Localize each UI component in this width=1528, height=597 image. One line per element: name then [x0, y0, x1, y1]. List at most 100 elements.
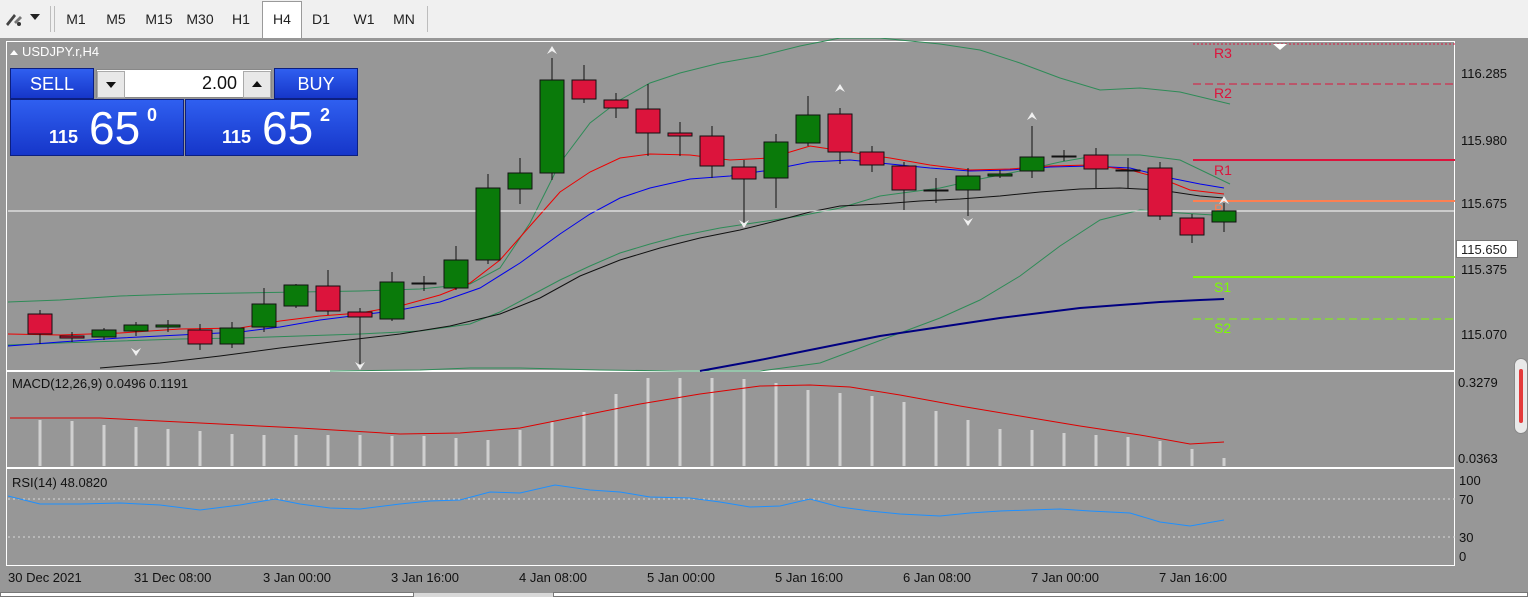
- macd-histogram-bar: [774, 383, 778, 466]
- bullish-candle: [507, 172, 533, 190]
- chart-tab[interactable]: [553, 592, 1528, 597]
- macd-histogram-bar: [486, 440, 490, 466]
- macd-histogram-bar: [390, 436, 394, 466]
- toolbar-separator: [427, 6, 428, 32]
- price-chart[interactable]: R3 R2 R1 P S1 S2: [0, 38, 1528, 597]
- vertical-scroll-handle[interactable]: [1514, 358, 1528, 434]
- drawing-tools-icon: [6, 14, 22, 26]
- fractal-up-arrow: [835, 84, 845, 92]
- one-click-trading-panel: SELL 2.00 BUY 115 65 0 115 65 2: [10, 68, 358, 156]
- macd-histogram-bar: [870, 396, 874, 466]
- lot-increase-button[interactable]: [243, 71, 271, 98]
- pivot-r1-label: R1: [1214, 162, 1232, 178]
- macd-histogram-bar: [1062, 433, 1066, 466]
- sell-button[interactable]: SELL: [10, 68, 94, 99]
- time-axis-label: 7 Jan 16:00: [1159, 570, 1227, 585]
- macd-histogram-bar: [38, 420, 42, 466]
- tab-timeframe-h1[interactable]: H1: [232, 11, 250, 27]
- bearish-candle: [59, 335, 85, 339]
- pivot-s1-label: S1: [1214, 279, 1231, 295]
- macd-histogram-bar: [518, 430, 522, 466]
- tab-timeframe-mn[interactable]: MN: [393, 11, 415, 27]
- bearish-candle: [187, 329, 213, 345]
- tab-timeframe-d1[interactable]: D1: [312, 11, 330, 27]
- bullish-candle: [123, 324, 149, 332]
- macd-histogram-bar: [614, 394, 618, 466]
- time-axis-label: 30 Dec 2021: [8, 570, 82, 585]
- bearish-candle: [923, 189, 949, 192]
- bearish-candle: [1083, 154, 1109, 170]
- macd-panel[interactable]: [6, 371, 1455, 468]
- macd-indicator: [10, 378, 1226, 466]
- tab-timeframe-m1[interactable]: M1: [66, 11, 86, 27]
- candlesticks: [27, 58, 1237, 364]
- toolbar-separator: [50, 6, 51, 32]
- macd-histogram-bar: [550, 422, 554, 466]
- bearish-candle: [571, 79, 597, 100]
- current-price-tag: 115.650: [1456, 240, 1518, 258]
- rsi-axis-30: 30: [1459, 530, 1474, 545]
- rsi-line: [7, 484, 1225, 527]
- sell-price-button[interactable]: 115 65 0: [10, 99, 184, 156]
- macd-histogram-bar: [1030, 430, 1034, 466]
- bollinger-lower-line: [329, 209, 1231, 372]
- pivot-s2-label: S2: [1214, 320, 1231, 336]
- moving-average-slow-line: [99, 187, 1225, 369]
- lot-size-field[interactable]: 2.00: [96, 69, 272, 98]
- macd-histogram-bar: [1190, 449, 1194, 466]
- macd-label: MACD(12,26,9) 0.0496 0.1191: [12, 376, 189, 391]
- time-axis-label: 6 Jan 08:00: [903, 570, 971, 585]
- moving-average-fast-line: [7, 145, 1225, 336]
- bearish-candle: [667, 132, 693, 137]
- buy-price-button[interactable]: 115 65 2: [185, 99, 358, 156]
- macd-axis-bottom: 0.0363: [1458, 451, 1498, 466]
- price-axis-label: 115.070: [1461, 327, 1508, 342]
- chart-tab[interactable]: [0, 592, 414, 597]
- bearish-candle: [699, 135, 725, 167]
- tab-timeframe-m15[interactable]: M15: [145, 11, 173, 27]
- chart-symbol-label: USDJPY.r,H4: [22, 44, 100, 59]
- bullish-candle: [1211, 210, 1237, 223]
- bullish-candle: [155, 324, 181, 328]
- main-price-panel[interactable]: [6, 41, 1455, 371]
- fractal-up-arrow: [1219, 196, 1229, 204]
- macd-histogram-bar: [1158, 441, 1162, 466]
- rsi-panel[interactable]: [6, 468, 1455, 566]
- macd-histogram-bar: [294, 435, 298, 466]
- rsi-axis-0: 0: [1459, 549, 1467, 564]
- sell-price-fraction: 0: [147, 105, 158, 125]
- drawing-tools-dropdown[interactable]: [0, 0, 48, 38]
- tab-timeframe-m5[interactable]: M5: [106, 11, 126, 27]
- chart-shift-marker[interactable]: [1273, 44, 1287, 50]
- rsi-indicator: [7, 484, 1455, 538]
- buy-button[interactable]: BUY: [274, 68, 358, 99]
- tab-timeframe-w1[interactable]: W1: [353, 11, 375, 27]
- macd-histogram-bar: [838, 393, 842, 466]
- time-axis-label: 31 Dec 08:00: [134, 570, 212, 585]
- macd-signal-line: [10, 384, 1225, 445]
- tab-timeframe-h4[interactable]: H4: [262, 1, 302, 38]
- tab-timeframe-m30[interactable]: M30: [186, 11, 214, 27]
- macd-histogram-bar: [710, 378, 714, 466]
- bearish-candle: [827, 113, 853, 153]
- bearish-candle: [731, 166, 757, 180]
- fractal-down-arrow: [355, 362, 365, 370]
- macd-histogram-bar: [262, 435, 266, 466]
- macd-histogram-bar: [230, 434, 234, 466]
- time-axis-label: 7 Jan 00:00: [1031, 570, 1099, 585]
- rsi-axis-100: 100: [1459, 473, 1481, 488]
- lot-size-value[interactable]: 2.00: [201, 73, 237, 93]
- triangle-up-icon: [252, 81, 262, 87]
- lot-decrease-button[interactable]: [97, 71, 125, 98]
- chart-window[interactable]: R3 R2 R1 P S1 S2 USDJPY.r,H4 116.285 115…: [0, 38, 1528, 597]
- time-axis-label: 3 Jan 00:00: [263, 570, 331, 585]
- macd-histogram-bar: [358, 435, 362, 466]
- macd-histogram-bar: [70, 421, 74, 466]
- collapse-triangle-icon[interactable]: [10, 50, 18, 56]
- pivot-r2-label: R2: [1214, 85, 1232, 101]
- fractal-down-arrow: [963, 218, 973, 226]
- price-axis-label: 116.285: [1461, 66, 1508, 81]
- pivot-r3-label: R3: [1214, 45, 1232, 61]
- macd-histogram-bar: [166, 429, 170, 466]
- toolbar-separator: [54, 6, 55, 32]
